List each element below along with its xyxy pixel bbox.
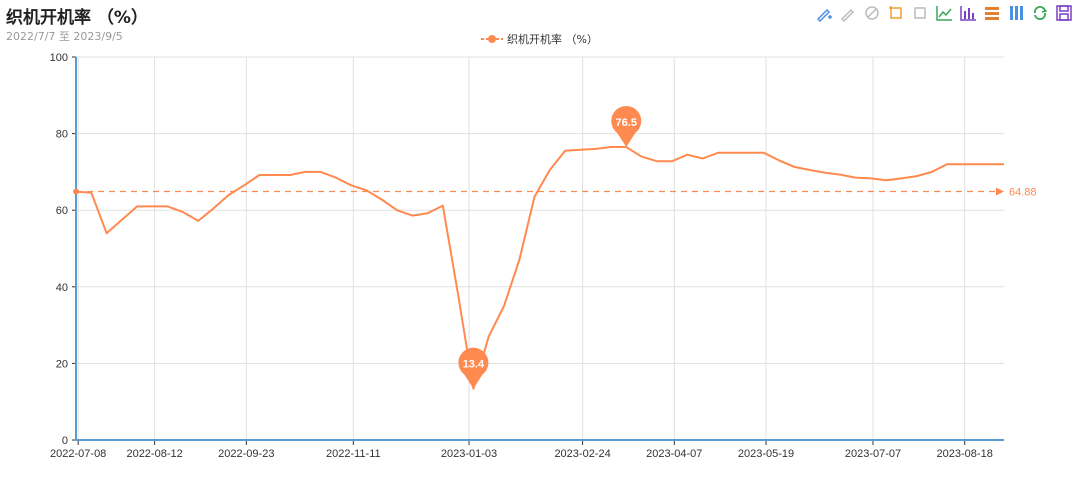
series-line <box>75 146 1004 390</box>
date-range: 2022/7/7 至 2023/9/5 <box>6 30 123 43</box>
mark-undo-icon[interactable] <box>838 3 858 23</box>
toolbox <box>814 3 1074 23</box>
y-tick-label: 0 <box>62 435 68 447</box>
x-tick-label: 2023-02-24 <box>554 448 610 460</box>
mark-point-label: 13.4 <box>463 359 485 371</box>
x-tick-label: 2023-07-07 <box>845 448 901 460</box>
save-image-icon[interactable] <box>1054 3 1074 23</box>
y-tick-label: 100 <box>50 52 68 64</box>
average-line-label: 64.88 <box>1009 187 1037 199</box>
line-chart-icon[interactable] <box>934 3 954 23</box>
y-tick-label: 80 <box>56 129 68 141</box>
restore-icon[interactable] <box>1030 3 1050 23</box>
data-zoom-reset-icon[interactable] <box>910 3 930 23</box>
x-tick-label: 2023-01-03 <box>441 448 497 460</box>
mark-clear-icon[interactable] <box>862 3 882 23</box>
legend-label: 织机开机率 （%） <box>507 33 598 46</box>
bar-chart-icon[interactable] <box>958 3 978 23</box>
x-tick-label: 2023-04-07 <box>646 448 702 460</box>
mark-point-pin <box>458 347 489 389</box>
mark-pen-icon[interactable] <box>814 3 834 23</box>
x-tick-label: 2022-11-11 <box>326 448 381 460</box>
x-tick-label: 2022-07-08 <box>50 448 106 460</box>
x-tick-label: 2023-05-19 <box>738 448 794 460</box>
legend[interactable]: 织机开机率 （%） <box>481 31 598 47</box>
data-zoom-icon[interactable] <box>886 3 906 23</box>
average-line-arrow <box>996 187 1004 196</box>
y-tick-label: 40 <box>56 282 68 294</box>
y-tick-label: 20 <box>56 358 68 370</box>
x-tick-label: 2022-08-12 <box>126 448 182 460</box>
x-tick-label: 2022-09-23 <box>218 448 274 460</box>
page-title: 织机开机率 （%） <box>6 8 148 28</box>
mark-point-label: 76.5 <box>616 117 637 129</box>
x-tick-label: 2023-08-18 <box>937 448 993 460</box>
y-tick-label: 60 <box>56 205 68 217</box>
average-line-start <box>73 188 79 195</box>
tiled-icon[interactable] <box>1006 3 1026 23</box>
stack-icon[interactable] <box>982 3 1002 23</box>
mark-point-pin <box>611 106 642 148</box>
legend-series-icon <box>481 35 503 43</box>
